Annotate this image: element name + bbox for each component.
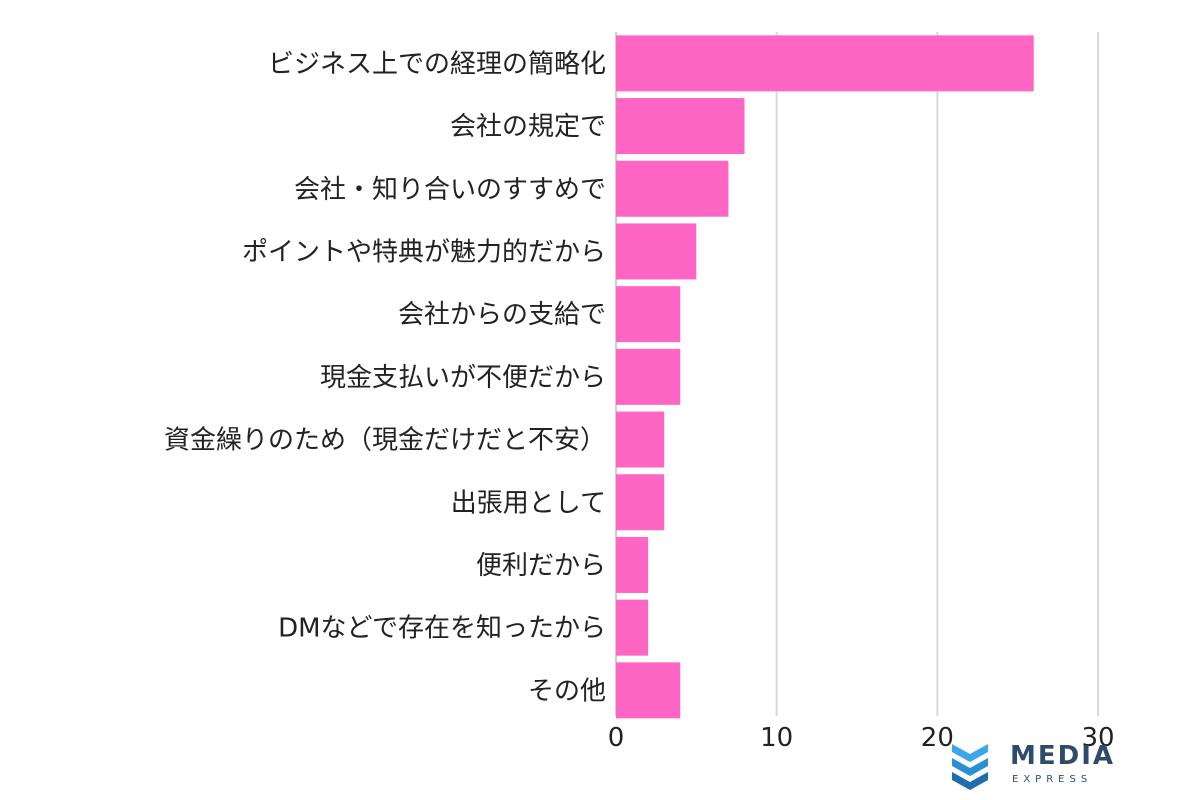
bar (616, 223, 697, 280)
bar (616, 348, 681, 405)
bar (616, 474, 665, 531)
bar (616, 286, 681, 343)
category-label: ポイントや特典が魅力的だから (242, 237, 606, 267)
category-label: 会社からの支給で (398, 300, 606, 330)
x-tick-label: 0 (608, 723, 625, 753)
bar-layer (616, 35, 1034, 719)
bar (616, 599, 649, 656)
category-label: ビジネス上での経理の簡略化 (268, 49, 606, 79)
tick-label-layer: 0 10 20 30 (608, 723, 1115, 753)
category-label: 会社・知り合いのすすめで (294, 175, 606, 205)
x-tick-label: 20 (921, 723, 954, 753)
logo-mark-icon (952, 744, 988, 790)
category-label: DMなどで存在を知ったから (278, 614, 606, 644)
x-tick-label: 30 (1081, 723, 1114, 753)
media-express-logo: MEDIA EXPRESS (948, 730, 1138, 796)
category-label: 会社の規定で (450, 112, 606, 142)
x-tick-label: 10 (760, 723, 793, 753)
bar (616, 662, 681, 719)
category-label: 出張用として (451, 488, 606, 518)
category-label: 資金繰りのため（現金だけだと不安） (164, 426, 606, 456)
category-label: その他 (528, 676, 606, 706)
bar (616, 536, 649, 593)
bar (616, 35, 1034, 92)
logo-subtitle: EXPRESS (1012, 774, 1092, 785)
category-label: 便利だから (476, 551, 606, 581)
category-label: 現金支払いが不便だから (320, 363, 606, 393)
logo-title: MEDIA (1010, 741, 1115, 771)
bar (616, 98, 745, 155)
category-label-layer: ビジネス上での経理の簡略化会社の規定で会社・知り合いのすすめでポイントや特典が魅… (164, 49, 606, 706)
bar (616, 160, 729, 217)
bar (616, 411, 665, 468)
